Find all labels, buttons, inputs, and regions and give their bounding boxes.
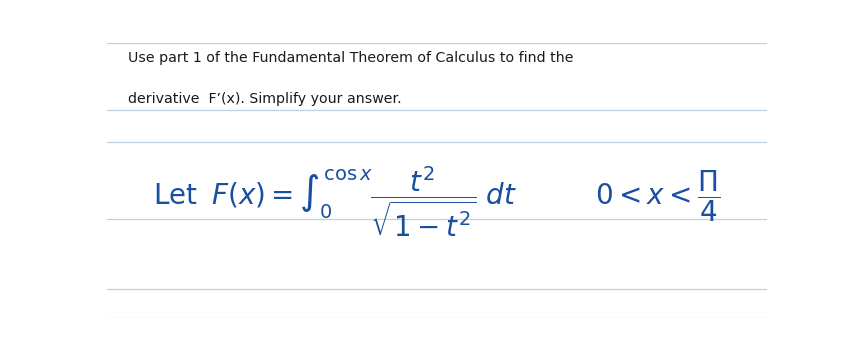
Text: $\mathregular{Let}\;\; F(x) = \int_{0}^{\cos x} \dfrac{t^2}{\sqrt{1-t^2}}\; dt \: $\mathregular{Let}\;\; F(x) = \int_{0}^{…	[153, 165, 720, 240]
Text: Use part 1 of the Fundamental Theorem of Calculus to find the: Use part 1 of the Fundamental Theorem of…	[129, 51, 573, 65]
Text: derivative  F’(x). Simplify your answer.: derivative F’(x). Simplify your answer.	[129, 92, 402, 106]
